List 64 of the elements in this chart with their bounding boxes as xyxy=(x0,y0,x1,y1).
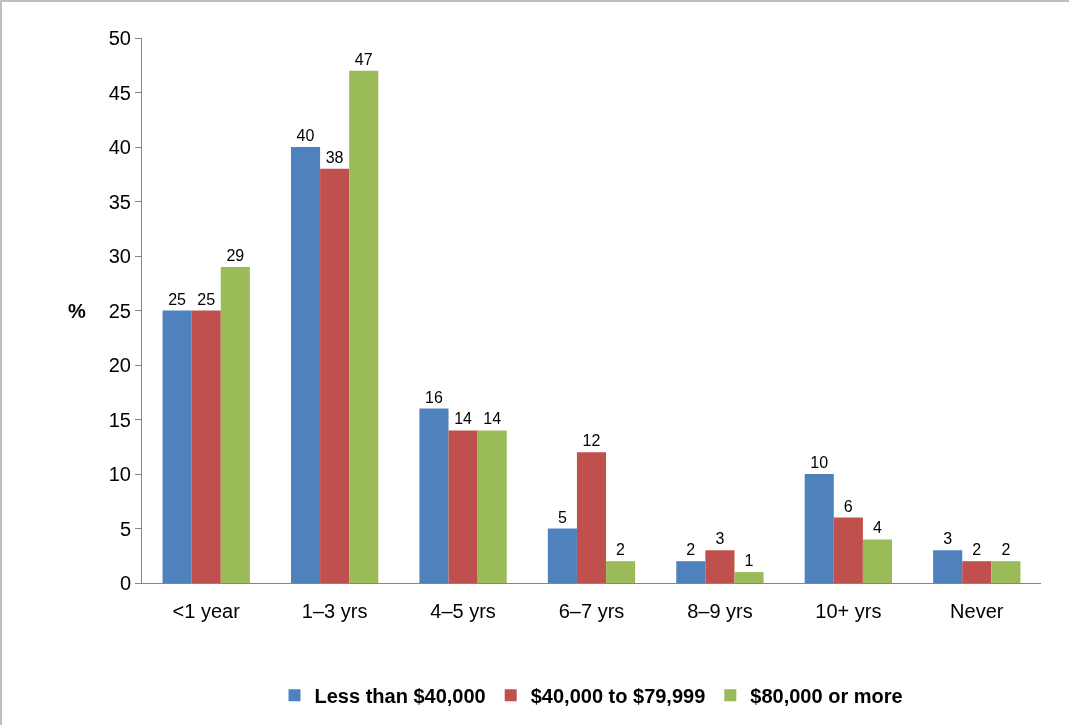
data-label: 1 xyxy=(744,552,754,570)
bar xyxy=(734,572,764,583)
bar xyxy=(191,310,221,583)
bar xyxy=(962,561,992,583)
data-label: 12 xyxy=(582,432,601,450)
bar xyxy=(933,550,963,583)
bar xyxy=(547,528,577,583)
data-label: 2 xyxy=(972,541,982,559)
data-label: 16 xyxy=(425,388,443,406)
data-label: 38 xyxy=(325,148,344,166)
data-label: 3 xyxy=(715,530,725,548)
bar xyxy=(606,561,636,583)
y-tick-label: 30 xyxy=(108,245,131,267)
x-tick-label: 6–7 yrs xyxy=(558,600,625,622)
bar xyxy=(349,70,379,583)
bar xyxy=(448,430,478,583)
data-label: 2 xyxy=(616,541,626,559)
y-tick-label: 20 xyxy=(108,354,131,376)
bar xyxy=(991,561,1021,583)
data-label: 25 xyxy=(168,290,187,308)
bar xyxy=(290,147,321,583)
bar xyxy=(477,430,507,583)
y-tick-label: 35 xyxy=(108,190,131,213)
x-tick-label: 1–3 yrs xyxy=(301,600,368,622)
legend-label: $80,000 or more xyxy=(750,684,903,707)
data-label: 2 xyxy=(686,541,696,559)
data-label: 6 xyxy=(843,497,853,515)
y-tick-label: 25 xyxy=(108,299,131,322)
data-label: 40 xyxy=(296,127,315,144)
x-tick-label: <1 year xyxy=(172,600,241,622)
y-tick-label: 10 xyxy=(108,463,131,485)
y-tick-label: 15 xyxy=(108,408,131,431)
bar xyxy=(862,539,893,583)
bar xyxy=(419,408,449,583)
bar xyxy=(220,266,250,583)
legend-label: $40,000 to $79,999 xyxy=(530,684,706,707)
data-label: 5 xyxy=(557,508,567,526)
y-tick-label: 0 xyxy=(119,572,131,594)
y-tick-label: 45 xyxy=(108,81,131,104)
x-tick-label: 10+ yrs xyxy=(815,600,882,622)
y-tick-label: 50 xyxy=(108,27,131,49)
x-tick-label: 4–5 yrs xyxy=(430,600,496,622)
data-label: 3 xyxy=(943,530,953,548)
y-axis-title: % xyxy=(68,300,86,322)
data-label: 47 xyxy=(354,50,373,68)
data-label: 10 xyxy=(810,454,829,471)
y-tick-label: 5 xyxy=(119,517,131,540)
bar xyxy=(320,168,350,583)
x-tick-label: Never xyxy=(950,600,1004,622)
data-label: 29 xyxy=(226,246,245,264)
data-label: 14 xyxy=(454,410,473,428)
y-tick-label: 40 xyxy=(108,136,131,158)
data-label: 4 xyxy=(872,519,882,537)
bar xyxy=(833,517,863,583)
data-label: 25 xyxy=(197,290,216,308)
bar xyxy=(705,550,735,583)
x-tick-label: 8–9 yrs xyxy=(687,600,753,622)
bar xyxy=(676,561,706,583)
bar xyxy=(162,310,192,583)
legend-label: Less than $40,000 xyxy=(314,684,486,707)
bar xyxy=(576,452,607,583)
bar xyxy=(804,474,834,583)
data-label: 2 xyxy=(1001,541,1011,559)
data-label: 14 xyxy=(483,410,502,428)
